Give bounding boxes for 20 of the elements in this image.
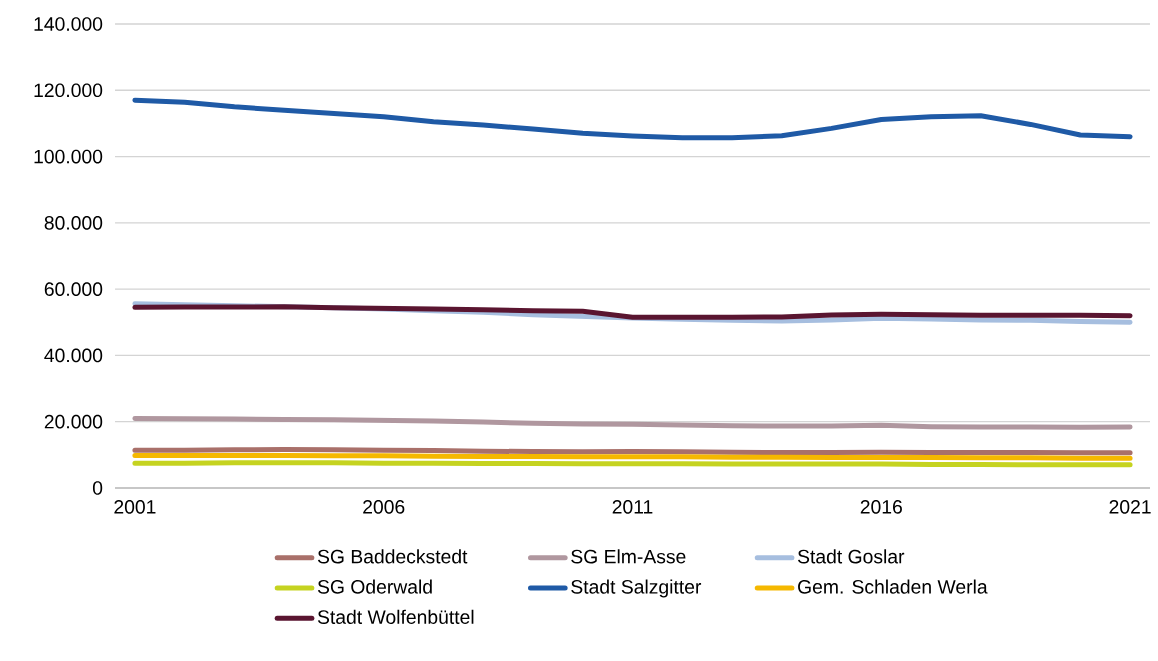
y-tick-label: 40.000 bbox=[44, 348, 103, 363]
legend-label: SG Baddeckstedt bbox=[317, 549, 468, 564]
y-tick-label: 80.000 bbox=[44, 216, 103, 230]
y-tick-label: 120.000 bbox=[34, 83, 103, 98]
x-tick-label: 2011 bbox=[612, 500, 653, 514]
y-tick-label: 140.000 bbox=[34, 17, 103, 31]
y-tick-label: 60.000 bbox=[44, 282, 103, 296]
legend-label: SG Oderwald bbox=[317, 579, 432, 594]
x-tick-label: 2001 bbox=[114, 500, 156, 514]
x-tick-label: 2006 bbox=[363, 500, 405, 514]
legend-label: Gem. Schladen Werla bbox=[798, 579, 988, 594]
x-tick-label: 2021 bbox=[1109, 500, 1151, 514]
y-tick-label: 0 bbox=[92, 481, 103, 495]
y-tick-label: 20.000 bbox=[44, 414, 103, 429]
legend-label: Stadt Wolfenbüttel bbox=[317, 609, 474, 624]
x-tick-label: 2016 bbox=[860, 500, 902, 514]
legend-label: Stadt Salzgitter bbox=[571, 579, 702, 598]
legend-label: Stadt Goslar bbox=[797, 549, 905, 564]
legend-label: SG Elm-Asse bbox=[571, 549, 686, 564]
y-tick-label: 100.000 bbox=[34, 149, 103, 164]
